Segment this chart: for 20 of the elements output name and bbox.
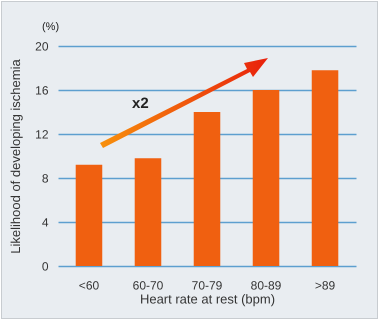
y-tick-label: 12 xyxy=(35,128,49,142)
y-tick-label: 4 xyxy=(42,216,49,230)
x-tick-label: >89 xyxy=(314,278,336,292)
bar xyxy=(134,158,162,266)
y-tick-label: 16 xyxy=(35,84,49,98)
x-tick-label: 80-89 xyxy=(250,278,282,292)
x-axis-title: Heart rate at rest (bpm) xyxy=(140,292,276,306)
annotation: x2 xyxy=(132,95,149,112)
x-tick-label: 60-70 xyxy=(132,278,164,292)
y-tick-label: 8 xyxy=(42,172,49,186)
bar xyxy=(252,90,280,266)
y-tick-label: 0 xyxy=(42,260,49,274)
bar xyxy=(312,70,338,266)
bar xyxy=(76,164,102,266)
text: (%) xyxy=(42,21,60,33)
bar xyxy=(194,112,220,266)
x-tick-label: <60 xyxy=(78,278,100,292)
y-tick-label: 20 xyxy=(35,40,49,54)
y-axis-title: Likelihood of developing ischemia xyxy=(8,58,24,254)
x-tick-label: 70-79 xyxy=(192,278,223,292)
